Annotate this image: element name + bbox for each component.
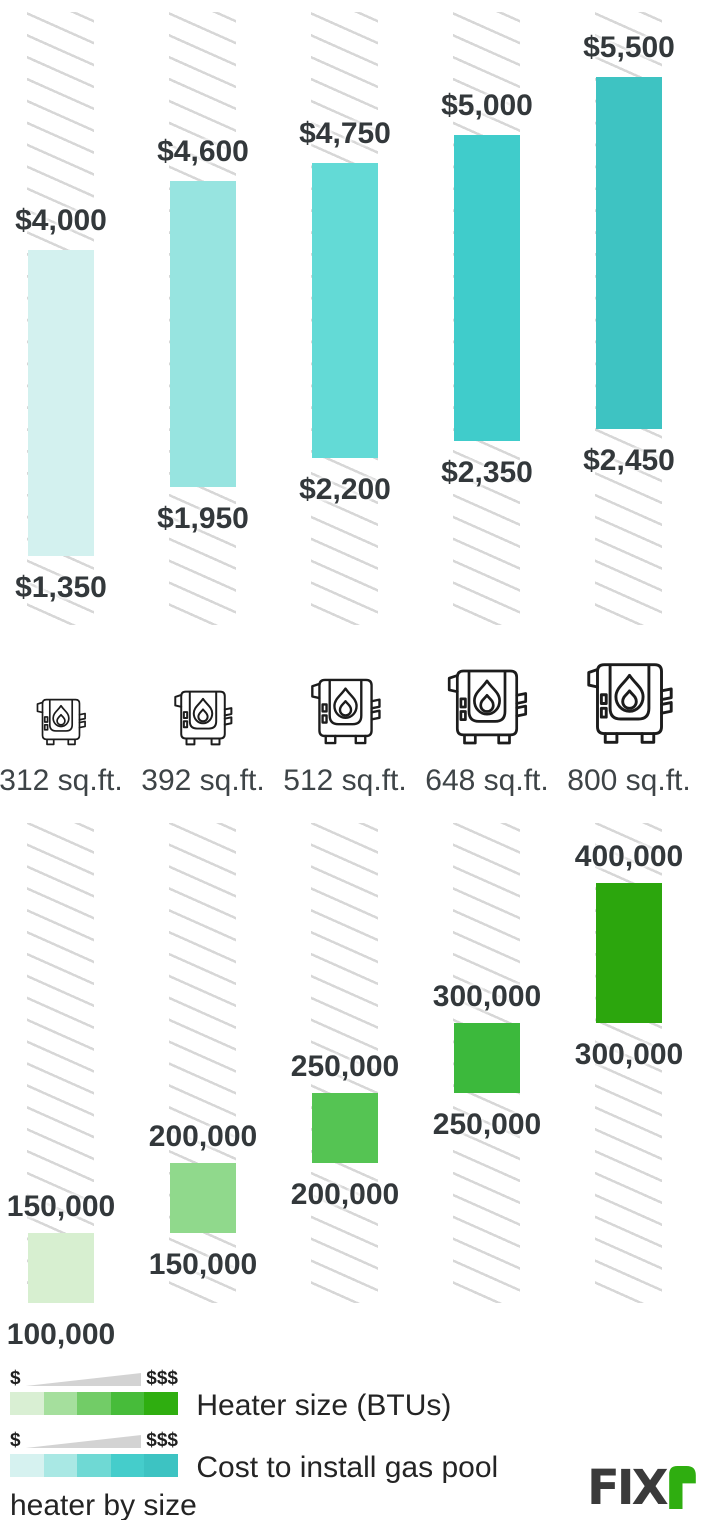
btu-label-low-3: 250,000	[432, 1108, 542, 1141]
hatch-band-btu-2	[311, 823, 378, 1303]
legend-label-btu: Heater size (BTUs)	[196, 1389, 452, 1422]
category-label-2: 512 sq.ft.	[283, 764, 407, 797]
legend-swatch-1-3	[110, 1454, 145, 1477]
btu-label-low-1: 150,000	[148, 1248, 258, 1281]
category-label-4: 800 sq.ft.	[567, 764, 691, 797]
heater-icon-4	[581, 655, 678, 748]
legend-item-heater-size: $ $$$ Heater size (BTUs)	[10, 1368, 515, 1425]
legend-swatch-0-4	[144, 1392, 178, 1415]
category-label-1: 392 sq.ft.	[141, 764, 265, 797]
min-cost-symbol: $	[10, 1368, 21, 1389]
btu-bar-4	[596, 883, 662, 1023]
legend-scale-btu: $ $$$	[10, 1368, 178, 1415]
cost-label-low-0: $1,350	[15, 571, 107, 605]
legend-swatch-1-1	[43, 1454, 78, 1477]
legend-swatch-0-1	[43, 1392, 78, 1415]
legend-label-cost: Cost to install gas pool heater by size	[10, 1451, 499, 1520]
legend-swatch-1-0	[10, 1454, 44, 1477]
cost-bar-1	[170, 180, 236, 487]
btu-label-high-3: 300,000	[432, 980, 542, 1013]
price-scale-row: $ $$$	[10, 1368, 178, 1389]
btu-label-high-4: 400,000	[574, 840, 684, 873]
legend-swatch-0-0	[10, 1392, 44, 1415]
cost-bar-0	[28, 250, 94, 557]
min-cost-symbol: $	[10, 1430, 21, 1451]
legend: $ $$$ Heater size (BTUs) $ $$$ Cost to i…	[10, 1368, 515, 1520]
fixr-r-mark	[668, 1466, 696, 1509]
btu-label-high-0: 150,000	[6, 1190, 116, 1223]
fixr-logo: FIX	[587, 1460, 696, 1516]
btu-label-low-2: 200,000	[290, 1178, 400, 1211]
cost-bar-3	[454, 134, 520, 441]
heater-icon-3	[442, 662, 532, 748]
legend-swatch-1-4	[144, 1454, 178, 1477]
max-cost-symbol: $$$	[146, 1430, 178, 1451]
cost-label-high-2: $4,750	[299, 117, 391, 151]
cost-label-high-0: $4,000	[15, 204, 107, 237]
wedge-icon	[25, 1373, 142, 1386]
btu-label-low-0: 100,000	[6, 1318, 116, 1351]
btu-bar-3	[454, 1023, 520, 1093]
price-scale-row: $ $$$	[10, 1430, 178, 1451]
cost-label-high-4: $5,500	[583, 30, 675, 64]
btu-label-high-2: 250,000	[290, 1050, 400, 1083]
btu-label-high-1: 200,000	[148, 1120, 258, 1153]
legend-scale-cost: $ $$$	[10, 1430, 178, 1477]
legend-swatch-1-2	[77, 1454, 111, 1477]
hatch-band-btu-0	[27, 823, 94, 1303]
btu-bar-1	[170, 1163, 236, 1233]
heater-icon-0	[33, 694, 89, 748]
cost-label-high-1: $4,600	[157, 134, 249, 168]
legend-gradient-strip-cost	[10, 1454, 178, 1477]
wedge-icon	[25, 1435, 142, 1448]
legend-item-cost: $ $$$ Cost to install gas pool heater by…	[10, 1430, 515, 1520]
heater-icon-1	[170, 685, 236, 748]
cost-bar-2	[312, 163, 378, 458]
cost-label-low-2: $2,200	[299, 472, 391, 506]
heater-icon-2	[306, 672, 385, 748]
category-label-3: 648 sq.ft.	[425, 764, 549, 797]
fixr-wordmark: FIX	[587, 1460, 669, 1516]
btu-label-low-4: 300,000	[574, 1038, 684, 1071]
max-cost-symbol: $$$	[146, 1368, 178, 1389]
legend-swatch-0-2	[77, 1392, 111, 1415]
cost-label-high-3: $5,000	[441, 88, 533, 122]
cost-label-low-1: $1,950	[157, 501, 249, 535]
legend-swatch-0-3	[110, 1392, 145, 1415]
cost-label-low-4: $2,450	[583, 444, 675, 478]
category-label-0: 312 sq.ft.	[0, 764, 123, 797]
cost-bar-4	[596, 76, 662, 430]
btu-bar-0	[28, 1233, 94, 1303]
btu-bar-2	[312, 1093, 378, 1163]
cost-label-low-3: $2,350	[441, 455, 533, 489]
legend-gradient-strip-btu	[10, 1392, 178, 1415]
